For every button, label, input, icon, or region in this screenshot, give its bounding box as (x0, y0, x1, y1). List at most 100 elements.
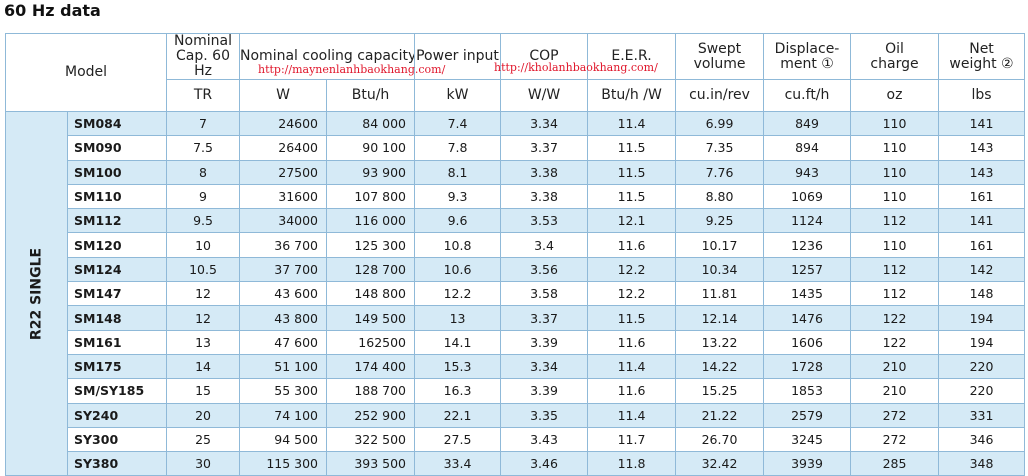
cell-kw: 13 (414, 305, 502, 331)
cell-kw: 7.8 (414, 135, 502, 161)
table-row: SM100 8 27500 93 900 8.1 3.38 11.5 7.76 943 110 14… (6, 159, 1026, 185)
cell-cop: 3.53 (500, 208, 589, 234)
cell-w: 43 800 (239, 305, 328, 331)
cell-swept: 10.34 (675, 256, 765, 283)
cell-btu: 84 000 (326, 110, 416, 137)
cell-btu: 252 900 (326, 402, 416, 428)
table-body: R22 SINGLE SM084 7 24600 84 000 7.4 3.34 11.4 6.… (5, 110, 1026, 476)
cell-disp: 1257 (763, 256, 852, 283)
cell-disp: 1124 (763, 208, 852, 234)
cell-swept: 32.42 (675, 451, 765, 476)
header-eer: E.E.R. (587, 33, 677, 80)
cell-w: 26400 (239, 135, 328, 161)
model-cell: SM100 (66, 159, 168, 185)
cell-swept: 7.35 (675, 135, 765, 161)
cell-swept: 14.22 (675, 353, 765, 380)
table-row: SM161 13 47 600 162500 14.1 3.39 11.6 13.22 1606… (6, 329, 1026, 355)
cell-kw: 8.1 (414, 159, 502, 185)
cell-btu: 93 900 (326, 159, 416, 185)
cell-oil: 285 (850, 451, 940, 476)
model-cell: SM148 (66, 305, 168, 331)
cell-oil: 110 (850, 232, 940, 258)
cell-disp: 2579 (763, 402, 852, 428)
cell-oil: 110 (850, 159, 940, 185)
table-row: SM124 10.5 37 700 128 700 10.6 3.56 12.2 10.34 1… (6, 256, 1026, 283)
cell-weight: 220 (938, 353, 1026, 380)
cell-weight: 194 (938, 305, 1026, 331)
model-cell: SM161 (66, 329, 168, 355)
cell-swept: 6.99 (675, 110, 765, 137)
cell-weight: 141 (938, 208, 1026, 234)
cell-weight: 161 (938, 183, 1026, 210)
cell-kw: 9.6 (414, 208, 502, 234)
cell-w: 31600 (239, 183, 328, 210)
cell-btu: 149 500 (326, 305, 416, 331)
cell-oil: 112 (850, 256, 940, 283)
cell-eer: 11.5 (587, 159, 677, 185)
cell-tr: 8 (166, 159, 241, 185)
cell-btu: 90 100 (326, 135, 416, 161)
unit-tr: TR (166, 79, 241, 112)
cell-eer: 12.1 (587, 208, 677, 234)
cell-kw: 22.1 (414, 402, 502, 428)
cell-tr: 10.5 (166, 256, 241, 283)
cell-cop: 3.39 (500, 329, 589, 355)
cell-disp: 1236 (763, 232, 852, 258)
table-row: SM112 9.5 34000 116 000 9.6 3.53 12.1 9.25 1124 1… (6, 208, 1026, 234)
cell-oil: 272 (850, 402, 940, 428)
model-cell: SY300 (66, 426, 168, 453)
cell-btu: 393 500 (326, 451, 416, 476)
cell-tr: 14 (166, 353, 241, 380)
watermark-link-2[interactable]: http://kholanhbaokhang.com/ (494, 61, 658, 74)
cell-btu: 188 700 (326, 378, 416, 404)
cell-weight: 142 (938, 256, 1026, 283)
header-power-input: Power input (414, 33, 502, 80)
cell-kw: 15.3 (414, 353, 502, 380)
model-cell: SM084 (66, 110, 168, 137)
watermark-link-1[interactable]: http://maynenlanhbaokhang.com/ (258, 63, 446, 76)
cell-kw: 12.2 (414, 281, 502, 307)
cell-w: 37 700 (239, 256, 328, 283)
cell-swept: 21.22 (675, 402, 765, 428)
cell-weight: 346 (938, 426, 1026, 453)
cell-eer: 11.4 (587, 110, 677, 137)
cell-kw: 16.3 (414, 378, 502, 404)
cell-eer: 11.7 (587, 426, 677, 453)
model-cell: SM175 (66, 353, 168, 380)
unit-lbs: lbs (938, 79, 1026, 112)
cell-tr: 9.5 (166, 208, 241, 234)
cell-weight: 148 (938, 281, 1026, 307)
unit-cuft-h: cu.ft/h (763, 79, 852, 112)
table-row: SM120 10 36 700 125 300 10.8 3.4 11.6 10.17 1236… (6, 232, 1026, 258)
cell-w: 51 100 (239, 353, 328, 380)
cell-eer: 11.8 (587, 451, 677, 476)
cell-cop: 3.35 (500, 402, 589, 428)
cell-btu: 174 400 (326, 353, 416, 380)
cell-weight: 194 (938, 329, 1026, 355)
model-cell: SM110 (66, 183, 168, 210)
cell-kw: 10.8 (414, 232, 502, 258)
cell-cop: 3.34 (500, 353, 589, 380)
cell-kw: 7.4 (414, 110, 502, 137)
cell-w: 55 300 (239, 378, 328, 404)
cell-oil: 110 (850, 110, 940, 137)
unit-btuh-w: Btu/h /W (587, 79, 677, 112)
cell-w: 43 600 (239, 281, 328, 307)
table-row: SM/SY185 15 55 300 188 700 16.3 3.39 11.6 15.25… (6, 378, 1026, 404)
table-row: SM148 12 43 800 149 500 13 3.37 11.5 12.14 1476 1… (6, 305, 1026, 331)
cell-tr: 13 (166, 329, 241, 355)
cell-tr: 12 (166, 305, 241, 331)
table-row: R22 SINGLE SM084 7 24600 84 000 7.4 3.34 11.4 6.… (5, 110, 1026, 476)
cell-btu: 148 800 (326, 281, 416, 307)
cell-oil: 112 (850, 281, 940, 307)
header-oil-charge: Oil charge (850, 33, 940, 80)
header-nominal-cap: Nominal Cap. 60 Hz (166, 33, 241, 80)
header-net-weight: Net weight ② (938, 33, 1026, 80)
cell-disp: 1728 (763, 353, 852, 380)
cell-tr: 25 (166, 426, 241, 453)
table-row: SY240 20 74 100 252 900 22.1 3.35 11.4 21.22 257… (6, 402, 1026, 428)
cell-eer: 11.4 (587, 353, 677, 380)
cell-w: 74 100 (239, 402, 328, 428)
header-row: Model Nominal Cap. 60 Hz Nominal cooling… (4, 33, 1026, 112)
cell-tr: 20 (166, 402, 241, 428)
